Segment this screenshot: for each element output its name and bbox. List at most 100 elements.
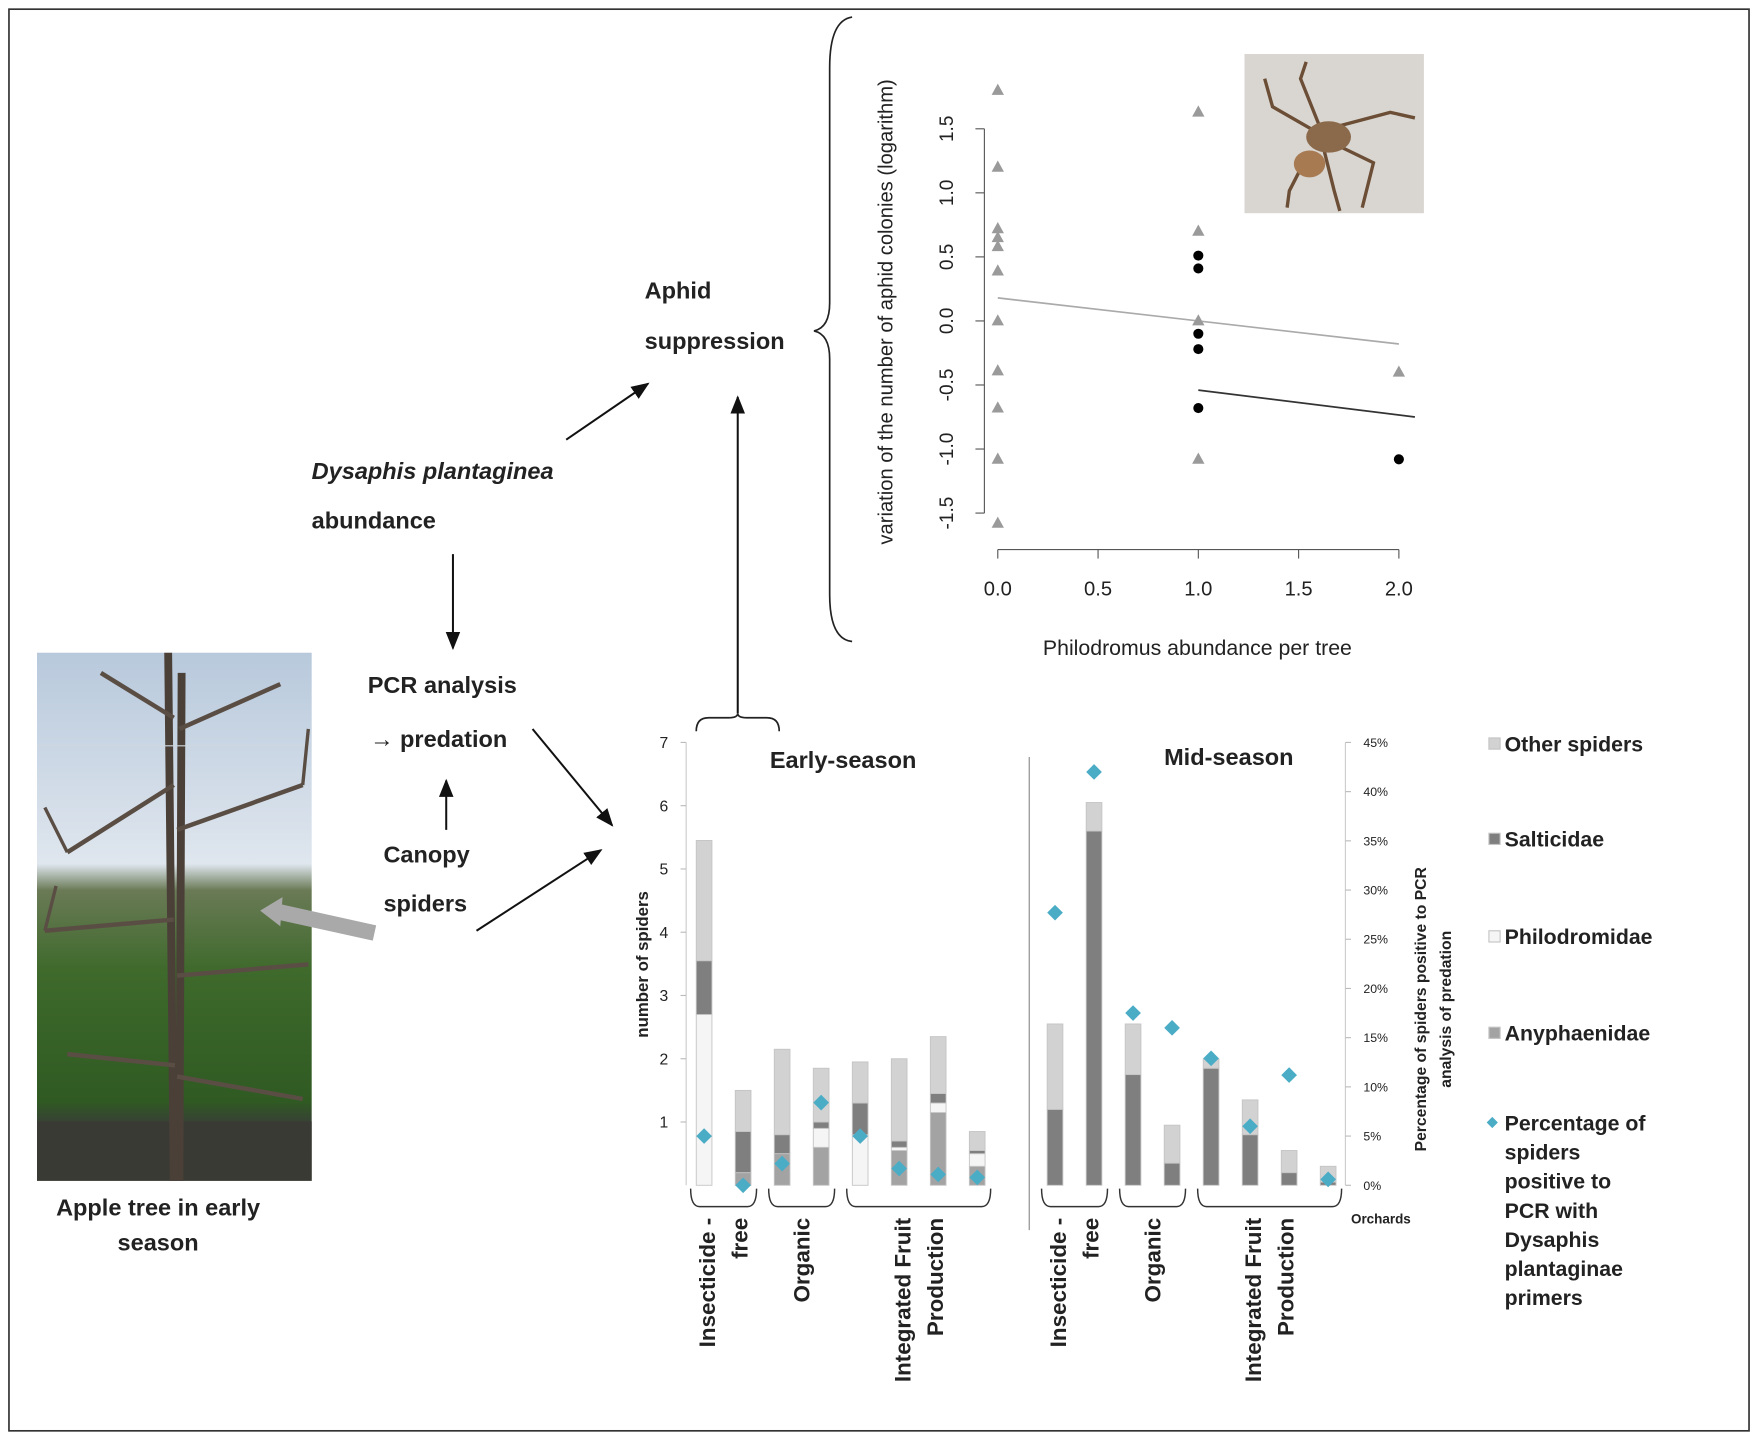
spider-photo bbox=[1244, 54, 1424, 214]
y-tick-label: 5 bbox=[659, 862, 668, 879]
y2-tick-label: 25% bbox=[1363, 933, 1388, 947]
group-label: Organic bbox=[1140, 1218, 1165, 1303]
circle-point bbox=[1193, 263, 1204, 274]
bar-segment bbox=[929, 1102, 947, 1113]
legend-marker bbox=[1486, 1116, 1498, 1129]
triangle-point bbox=[991, 314, 1004, 326]
y-tick-label: 4 bbox=[659, 925, 668, 942]
y2-tick-label: 30% bbox=[1363, 884, 1388, 898]
node-label: → predation bbox=[370, 726, 507, 752]
circle-point bbox=[1393, 454, 1404, 465]
percentage-point bbox=[813, 1094, 829, 1111]
triangle-point bbox=[1192, 224, 1205, 236]
bar-segment bbox=[968, 1131, 986, 1151]
panel-title: Mid-season bbox=[1164, 744, 1293, 770]
triangle-point bbox=[991, 516, 1004, 528]
legend-swatch bbox=[1488, 930, 1501, 943]
node-label: Canopy bbox=[383, 841, 469, 867]
triangle-point bbox=[991, 452, 1004, 464]
y2-tick-label: 10% bbox=[1363, 1080, 1388, 1094]
percentage-point bbox=[1125, 1005, 1141, 1021]
group-bracket bbox=[845, 1188, 992, 1208]
x-axis-title: Philodromus abundance per tree bbox=[1043, 636, 1352, 660]
bar-segment bbox=[968, 1150, 986, 1155]
triangle-point bbox=[991, 230, 1004, 243]
bar-segment bbox=[1280, 1150, 1298, 1174]
node-label: abundance bbox=[312, 507, 436, 533]
bar-segment bbox=[695, 840, 713, 962]
y2-axis-title: Percentage of spiders positive to PCR bbox=[1413, 867, 1430, 1151]
bar-segment bbox=[695, 960, 713, 1015]
bar-segment bbox=[812, 1127, 830, 1148]
bar-segment bbox=[812, 1121, 830, 1129]
group-label: free bbox=[728, 1218, 753, 1259]
bar-segment bbox=[968, 1153, 986, 1167]
bar-segment bbox=[1085, 830, 1103, 1186]
y-tick-label: 1.0 bbox=[937, 180, 958, 206]
node-label: Dysaphis plantaginea bbox=[312, 458, 554, 484]
group-label: Integrated Fruit bbox=[890, 1217, 915, 1382]
y-tick-label: 0.0 bbox=[937, 308, 958, 334]
circle-point bbox=[1193, 250, 1204, 261]
x-tick-label: 0.5 bbox=[1084, 579, 1112, 601]
bar-segment bbox=[1124, 1023, 1142, 1076]
triangle-point bbox=[991, 239, 1004, 252]
triangle-point bbox=[1192, 105, 1205, 117]
group-label: Integrated Fruit bbox=[1241, 1217, 1266, 1382]
bar-segment bbox=[1280, 1172, 1298, 1186]
bar-segment bbox=[1163, 1162, 1181, 1186]
circle-point bbox=[1193, 344, 1204, 355]
pointer-arrow bbox=[276, 904, 377, 941]
bar-segment bbox=[734, 1131, 752, 1174]
y-tick-label: 6 bbox=[659, 798, 668, 815]
y2-tick-label: 20% bbox=[1363, 982, 1388, 996]
bar-segment bbox=[695, 1014, 713, 1186]
percentage-point bbox=[891, 1160, 908, 1177]
bar-segment bbox=[929, 1036, 947, 1094]
y-tick-label: -1.0 bbox=[937, 433, 958, 466]
y2-tick-label: 15% bbox=[1363, 1031, 1388, 1045]
y-tick-label: 3 bbox=[659, 988, 668, 1005]
group-label: Production bbox=[1274, 1218, 1299, 1336]
bar-segment bbox=[890, 1140, 908, 1148]
y-tick-label: -1.5 bbox=[937, 497, 958, 530]
triangle-point bbox=[991, 160, 1004, 172]
percentage-point bbox=[852, 1128, 869, 1144]
y-axis-title: variation of the number of aphid colonie… bbox=[875, 79, 897, 544]
y-tick-label: 7 bbox=[659, 735, 668, 752]
group-bracket bbox=[689, 1188, 758, 1208]
bar-segment bbox=[929, 1093, 947, 1104]
legend-label: Philodromidae bbox=[1505, 925, 1653, 949]
legend-swatch bbox=[1488, 1026, 1501, 1039]
y2-axis-title: analysis of predation bbox=[1438, 931, 1455, 1088]
triangle-point bbox=[991, 221, 1004, 234]
y2-tick-label: 45% bbox=[1363, 736, 1388, 750]
triangle-point bbox=[1392, 365, 1406, 377]
group-label: Production bbox=[923, 1218, 948, 1336]
group-bracket bbox=[767, 1188, 836, 1208]
y-tick-label: -0.5 bbox=[937, 369, 958, 402]
photo-caption: Apple tree in early bbox=[56, 1195, 260, 1221]
node-label: Aphid bbox=[645, 277, 712, 303]
group-bracket bbox=[1196, 1188, 1343, 1208]
triangle-point bbox=[991, 364, 1004, 376]
node-label: spiders bbox=[383, 891, 467, 917]
triangle-point bbox=[991, 83, 1004, 95]
photo-caption: season bbox=[118, 1229, 199, 1255]
y-tick-label: 1.5 bbox=[937, 116, 958, 142]
apple-tree-photo bbox=[36, 652, 312, 1181]
legend-swatch bbox=[1488, 832, 1501, 846]
y-axis-title: number of spiders bbox=[633, 891, 652, 1038]
group-label: Insecticide - bbox=[695, 1218, 720, 1348]
y-tick-label: 2 bbox=[659, 1051, 668, 1068]
percentage-point bbox=[696, 1128, 712, 1144]
panel-title: Early-season bbox=[770, 747, 917, 773]
percentage-point bbox=[1320, 1171, 1336, 1188]
group-label: Insecticide - bbox=[1046, 1218, 1071, 1348]
fit-line bbox=[1198, 389, 1416, 418]
y2-tick-label: 0% bbox=[1363, 1179, 1381, 1193]
bar-segment bbox=[1202, 1067, 1220, 1186]
node-label: suppression bbox=[645, 328, 785, 354]
y-tick-label: 0.5 bbox=[937, 244, 958, 270]
